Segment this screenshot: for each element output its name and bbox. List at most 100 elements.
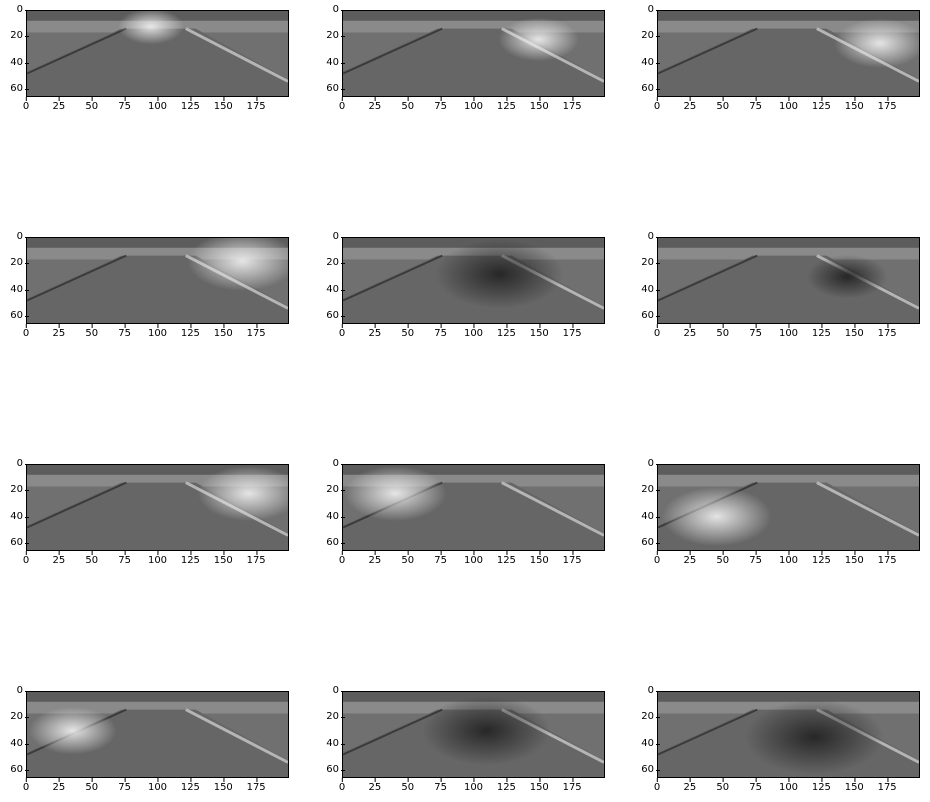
x-tick-label: 25 — [684, 556, 697, 566]
y-tick-label: 60 — [641, 538, 654, 548]
x-tick-label: 175 — [563, 329, 582, 339]
x-tick-label: 175 — [247, 556, 266, 566]
y-tick-label: 40 — [641, 512, 654, 522]
y-tick-label: 0 — [17, 686, 23, 696]
y-tick-label: 40 — [10, 739, 23, 749]
y-tick-label: 60 — [326, 538, 339, 548]
x-tick-label: 25 — [684, 102, 697, 112]
x-tick-label: 50 — [401, 783, 414, 793]
x-tick-label: 125 — [497, 102, 516, 112]
x-tick-label: 75 — [434, 783, 447, 793]
y-tick-label: 60 — [326, 84, 339, 94]
x-tick-label: 75 — [749, 556, 762, 566]
y-tick-label: 40 — [326, 512, 339, 522]
x-tick-label: 0 — [654, 556, 660, 566]
y-tick-label: 0 — [333, 232, 339, 242]
x-tick-label: 150 — [530, 329, 549, 339]
x-tick-label: 100 — [148, 556, 167, 566]
y-tick-label: 60 — [326, 311, 339, 321]
x-tick-label: 0 — [654, 783, 660, 793]
x-tick-label: 100 — [779, 102, 798, 112]
y-tick-label: 20 — [326, 712, 339, 722]
image-panel: 0 20 40 60 0 25 50 75 100 125 150 175 — [631, 0, 930, 110]
y-tick-label: 20 — [641, 31, 654, 41]
x-tick-label: 0 — [23, 783, 29, 793]
y-tick-label: 40 — [326, 285, 339, 295]
road-image — [26, 691, 289, 778]
x-tick-label: 50 — [401, 329, 414, 339]
x-tick-label: 75 — [118, 783, 131, 793]
y-tick-label: 40 — [326, 58, 339, 68]
road-image — [342, 237, 605, 324]
road-image — [657, 237, 920, 324]
x-tick-label: 100 — [148, 329, 167, 339]
y-tick-label: 20 — [10, 485, 23, 495]
image-panel: 0 20 40 60 0 25 50 75 100 125 150 175 — [316, 227, 616, 337]
x-tick-label: 100 — [464, 329, 483, 339]
x-tick-label: 25 — [53, 783, 66, 793]
x-tick-label: 50 — [401, 556, 414, 566]
x-tick-label: 25 — [684, 329, 697, 339]
x-tick-label: 75 — [434, 556, 447, 566]
y-tick-label: 60 — [641, 765, 654, 775]
y-tick-label: 40 — [10, 512, 23, 522]
x-tick-label: 25 — [369, 556, 382, 566]
y-tick-label: 0 — [648, 5, 654, 15]
x-tick-label: 100 — [464, 783, 483, 793]
x-tick-label: 175 — [563, 783, 582, 793]
x-tick-label: 175 — [878, 102, 897, 112]
y-tick-label: 0 — [333, 5, 339, 15]
x-tick-label: 75 — [118, 329, 131, 339]
x-tick-label: 100 — [148, 783, 167, 793]
y-tick-label: 0 — [17, 5, 23, 15]
image-panel: 0 20 40 60 0 25 50 75 100 125 150 175 — [0, 681, 300, 791]
y-tick-label: 20 — [641, 712, 654, 722]
x-tick-label: 125 — [812, 783, 831, 793]
x-tick-label: 125 — [181, 102, 200, 112]
x-tick-label: 150 — [845, 556, 864, 566]
road-image — [342, 464, 605, 551]
x-tick-label: 150 — [845, 102, 864, 112]
x-tick-label: 0 — [23, 556, 29, 566]
y-tick-label: 40 — [641, 285, 654, 295]
x-tick-label: 150 — [214, 102, 233, 112]
x-tick-label: 50 — [716, 102, 729, 112]
x-tick-label: 75 — [434, 102, 447, 112]
x-tick-label: 25 — [369, 329, 382, 339]
y-tick-label: 20 — [326, 485, 339, 495]
x-tick-label: 175 — [878, 556, 897, 566]
road-image — [657, 464, 920, 551]
y-tick-label: 40 — [10, 58, 23, 68]
x-tick-label: 150 — [530, 556, 549, 566]
x-tick-label: 75 — [118, 102, 131, 112]
x-tick-label: 75 — [434, 329, 447, 339]
image-panel: 0 20 40 60 0 25 50 75 100 125 150 175 — [0, 0, 300, 110]
road-image — [342, 691, 605, 778]
road-image — [26, 237, 289, 324]
x-tick-label: 125 — [497, 556, 516, 566]
x-tick-label: 125 — [497, 783, 516, 793]
road-image — [657, 691, 920, 778]
x-tick-label: 150 — [214, 783, 233, 793]
x-tick-label: 175 — [878, 783, 897, 793]
y-tick-label: 40 — [641, 739, 654, 749]
x-tick-label: 100 — [779, 783, 798, 793]
x-tick-label: 50 — [716, 783, 729, 793]
x-tick-label: 125 — [181, 329, 200, 339]
x-tick-label: 25 — [53, 102, 66, 112]
x-tick-label: 125 — [181, 783, 200, 793]
y-tick-label: 60 — [10, 538, 23, 548]
x-tick-label: 75 — [749, 329, 762, 339]
x-tick-label: 0 — [339, 102, 345, 112]
y-tick-label: 0 — [648, 459, 654, 469]
x-tick-label: 100 — [779, 329, 798, 339]
y-tick-label: 20 — [326, 31, 339, 41]
x-tick-label: 75 — [749, 102, 762, 112]
x-tick-label: 50 — [85, 783, 98, 793]
x-tick-label: 125 — [812, 556, 831, 566]
y-tick-label: 0 — [17, 232, 23, 242]
y-tick-label: 20 — [326, 258, 339, 268]
x-tick-label: 50 — [85, 556, 98, 566]
y-tick-label: 20 — [10, 712, 23, 722]
x-tick-label: 25 — [53, 556, 66, 566]
